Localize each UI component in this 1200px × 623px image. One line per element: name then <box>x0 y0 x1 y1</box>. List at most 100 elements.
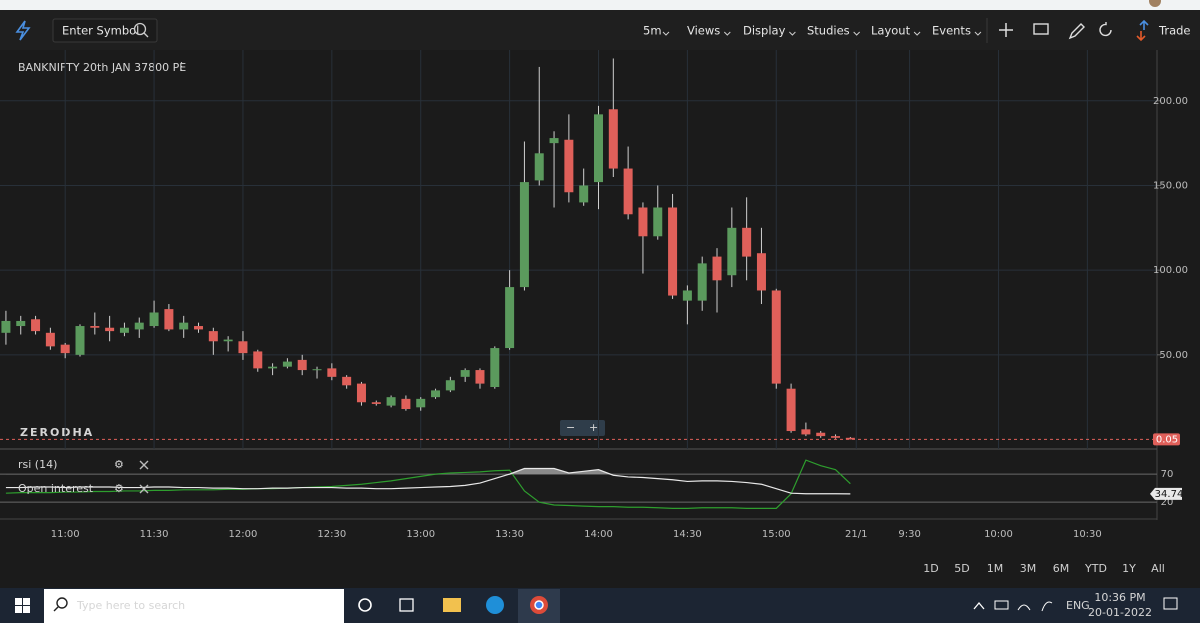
draw-icon[interactable] <box>1068 23 1085 40</box>
menu[interactable]: Events <box>932 24 971 38</box>
candle-body <box>164 309 174 330</box>
x-tick-label: 9:30 <box>898 529 920 540</box>
range-button[interactable]: 1D <box>923 562 938 575</box>
range-button[interactable]: 5D <box>954 562 969 575</box>
range-button[interactable]: 3M <box>1020 562 1037 575</box>
candle-body <box>297 359 307 371</box>
candle-body <box>149 312 159 327</box>
candle-body <box>342 376 352 386</box>
candle-body <box>179 322 189 330</box>
current-price-tag <box>1153 433 1180 446</box>
symbol-placeholder: Enter Symbol <box>62 24 139 38</box>
candle-body <box>505 287 515 349</box>
candle-body <box>90 326 100 328</box>
x-tick-label: 21/1 <box>845 529 867 540</box>
range-button[interactable]: YTD <box>1084 562 1107 575</box>
task-view[interactable] <box>358 598 372 612</box>
reset-icon[interactable] <box>1099 22 1112 37</box>
range-button[interactable]: 1M <box>987 562 1004 575</box>
x-tick-label: 14:00 <box>584 529 613 540</box>
candle-body <box>119 327 129 333</box>
search-icon <box>56 597 68 609</box>
range-button[interactable]: 6M <box>1053 562 1070 575</box>
menu[interactable]: Views <box>687 24 720 38</box>
candle-body <box>579 185 589 203</box>
candle-body <box>771 290 781 384</box>
indicator-tick-label: 20 <box>1161 497 1174 508</box>
candle-body <box>593 114 603 183</box>
legend-entry: rsi (14) <box>18 458 57 471</box>
candle-body <box>490 348 500 388</box>
zoom-control[interactable] <box>560 420 605 436</box>
range-button[interactable]: 1Y <box>1122 562 1136 575</box>
trade-button[interactable]: Trade <box>1158 24 1191 38</box>
candle-body <box>60 344 70 354</box>
menu-caret <box>723 31 731 36</box>
chrome-icon <box>534 600 544 610</box>
candle-body <box>845 437 855 440</box>
menu-caret <box>662 31 670 36</box>
x-tick-label: 12:00 <box>229 529 258 540</box>
close-icon[interactable] <box>139 484 149 494</box>
candle-body <box>623 168 633 215</box>
x-tick-label: 15:00 <box>762 529 791 540</box>
settings-icon[interactable]: ⚙ <box>114 458 124 471</box>
candle-body <box>356 383 366 403</box>
candle-body <box>460 370 470 377</box>
candle-body <box>1 320 11 333</box>
notifications[interactable] <box>1163 597 1178 610</box>
last-value-label: 34.74 <box>1155 489 1184 500</box>
zoom-in[interactable]: + <box>589 421 598 434</box>
interval[interactable]: 5m <box>643 24 662 38</box>
range-button[interactable]: All <box>1151 562 1165 575</box>
explorer-icon[interactable] <box>443 598 461 612</box>
menu[interactable]: Display <box>743 24 786 38</box>
candle-body <box>697 263 707 301</box>
browser-strip <box>0 0 1200 10</box>
menu-caret <box>853 31 861 36</box>
candle-body <box>282 361 292 367</box>
candle-body <box>727 227 737 276</box>
edge-icon[interactable] <box>486 596 504 614</box>
language[interactable]: ENG <box>1066 599 1090 612</box>
search-icon <box>143 32 149 38</box>
candle-body <box>401 398 411 410</box>
widgets[interactable] <box>399 598 414 612</box>
x-tick-label: 13:30 <box>495 529 524 540</box>
candle-body <box>268 366 278 369</box>
menu[interactable]: Layout <box>871 24 911 38</box>
candle-body <box>756 253 766 291</box>
zoom-out[interactable]: − <box>566 421 575 434</box>
menu-caret <box>789 31 796 36</box>
avatar <box>1149 0 1161 7</box>
start-button[interactable] <box>15 598 30 613</box>
candle-body <box>638 207 648 237</box>
x-tick-label: 12:30 <box>317 529 346 540</box>
search-placeholder: Type here to search <box>76 599 185 612</box>
chart-menu[interactable]: ⋮ <box>176 60 187 73</box>
settings-icon[interactable]: ⚙ <box>114 482 124 495</box>
close-icon[interactable] <box>139 460 149 470</box>
add-icon[interactable] <box>999 23 1013 37</box>
clock-date: 20-01-2022 <box>1088 606 1152 619</box>
symbol-input[interactable] <box>52 18 158 43</box>
x-tick-label: 14:30 <box>673 529 702 540</box>
menu-caret <box>913 31 921 36</box>
y-tick-label: 100.00 <box>1153 265 1188 276</box>
search-box[interactable] <box>44 589 344 623</box>
candle-body <box>416 398 426 408</box>
comment-icon[interactable] <box>1033 23 1049 35</box>
menu[interactable]: Studies <box>807 24 850 38</box>
candle-body <box>549 138 559 144</box>
x-tick-label: 13:00 <box>406 529 435 540</box>
candle-body <box>786 388 796 432</box>
candle-body <box>223 339 233 342</box>
tray-arrow[interactable] <box>973 601 985 610</box>
candle-body <box>45 332 55 347</box>
last-value-tag <box>1150 487 1182 500</box>
watermark: ZERODHA <box>20 426 94 439</box>
candle-body <box>327 368 337 377</box>
candle-body <box>386 397 396 406</box>
candle-body <box>519 182 529 288</box>
